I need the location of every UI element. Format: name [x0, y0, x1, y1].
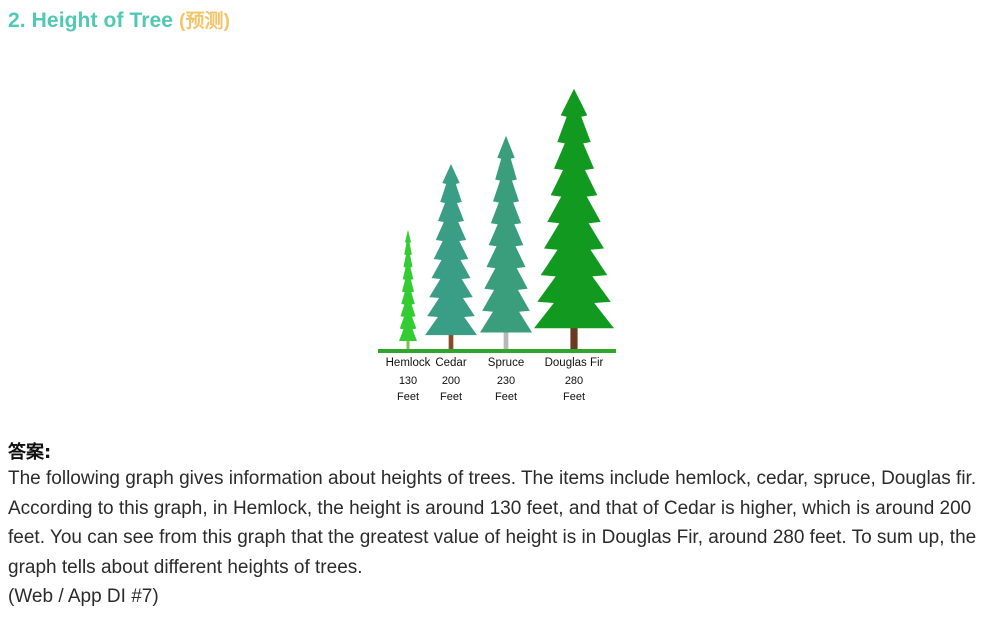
tree-trunk — [503, 328, 509, 352]
tree-crown — [534, 88, 614, 329]
tree-chart-svg: Hemlock 130 Feet Cedar 200 Feet Spruce 230 Feet D… — [378, 88, 616, 403]
tree-trunk — [570, 324, 578, 352]
tree-unit-label: Feet — [440, 391, 462, 403]
tree-crown — [425, 164, 477, 336]
ground-line — [378, 349, 616, 353]
tree-name-label: Cedar — [435, 357, 466, 369]
tree-name-label: Hemlock — [386, 357, 431, 369]
tree-value-label: 200 — [442, 375, 460, 387]
tree-value-label: 230 — [497, 375, 515, 387]
tree-unit-label: Feet — [397, 391, 419, 403]
tree-unit-label: Feet — [563, 391, 585, 403]
tree-value-label: 280 — [565, 375, 583, 387]
answer-label: 答案: — [8, 442, 52, 463]
tree-name-label: Douglas Fir — [545, 357, 604, 369]
tree-name-label: Spruce — [488, 357, 524, 369]
answer-body: The following graph gives information ab… — [8, 464, 986, 612]
heading-title: 2. Height of Tree — [8, 9, 174, 32]
page-heading: 2. Height of Tree (预测) — [8, 6, 230, 33]
tree-value-label: 130 — [399, 375, 417, 387]
tree-crown — [480, 135, 532, 333]
tree-trunk — [406, 337, 410, 352]
tree-unit-label: Feet — [495, 391, 517, 403]
tree-crown — [399, 229, 417, 341]
heading-tag: (预测) — [179, 11, 231, 32]
tree-trunk — [448, 331, 454, 352]
tree-height-chart: Hemlock 130 Feet Cedar 200 Feet Spruce 230 Feet D… — [374, 40, 624, 410]
answer-paragraph: The following graph gives information ab… — [8, 468, 977, 578]
answer-source: (Web / App DI #7) — [8, 586, 159, 607]
